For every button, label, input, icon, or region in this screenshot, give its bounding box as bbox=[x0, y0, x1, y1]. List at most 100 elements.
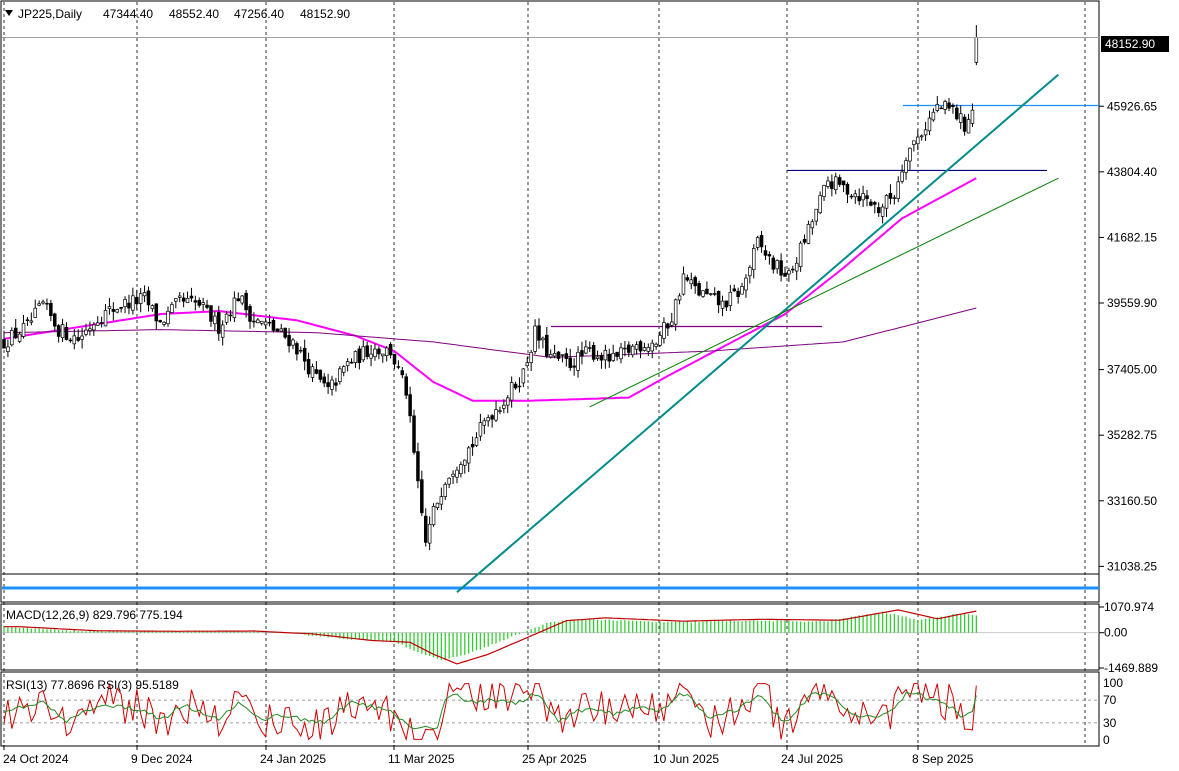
candle-body bbox=[673, 299, 678, 325]
date-tick-label: 24 Oct 2024 bbox=[3, 752, 69, 766]
candle bbox=[228, 310, 233, 322]
candle-body bbox=[291, 339, 295, 346]
candle-body bbox=[201, 302, 205, 305]
candle-body bbox=[752, 248, 756, 271]
candle-body bbox=[584, 346, 588, 354]
candle-body bbox=[537, 325, 541, 341]
candle bbox=[904, 157, 908, 180]
candle bbox=[494, 400, 498, 423]
candle bbox=[232, 291, 237, 323]
candle bbox=[810, 219, 815, 235]
candle bbox=[712, 287, 717, 297]
candle bbox=[787, 267, 791, 282]
candle bbox=[29, 312, 34, 326]
candle bbox=[771, 255, 776, 274]
candle-body bbox=[740, 286, 744, 295]
candle bbox=[420, 470, 424, 517]
candle bbox=[802, 234, 807, 245]
candle-body bbox=[958, 113, 963, 123]
candle-body bbox=[822, 184, 826, 197]
candle bbox=[595, 350, 600, 361]
candle bbox=[806, 220, 811, 245]
rsi-pane-border bbox=[0, 671, 1100, 747]
macd-pane-border bbox=[0, 603, 1100, 671]
candle bbox=[545, 327, 549, 359]
candle-body bbox=[755, 237, 760, 248]
candle-body bbox=[224, 313, 229, 323]
candle bbox=[634, 341, 639, 355]
candle-body bbox=[611, 352, 615, 361]
candle bbox=[299, 346, 303, 354]
candle-body bbox=[962, 116, 967, 132]
rsi-label: RSI(13) 77.8696 RSI(3) 95.5189 bbox=[6, 678, 179, 692]
candle-body bbox=[712, 293, 717, 295]
candle bbox=[650, 339, 654, 359]
candle-body bbox=[459, 464, 463, 475]
candle-body bbox=[955, 107, 959, 120]
candle bbox=[408, 386, 412, 423]
ohlc-low: 47256.40 bbox=[234, 7, 284, 21]
candle bbox=[220, 320, 225, 346]
candle bbox=[912, 140, 916, 152]
candle bbox=[482, 417, 487, 435]
candle-body bbox=[388, 343, 393, 356]
candle-body bbox=[771, 257, 776, 270]
candle-body bbox=[802, 239, 807, 243]
candle-body bbox=[794, 262, 799, 272]
candle-body bbox=[10, 330, 14, 346]
candle bbox=[900, 164, 904, 184]
collapse-triangle-icon[interactable] bbox=[5, 10, 13, 16]
candle-body bbox=[853, 193, 858, 198]
candle bbox=[451, 470, 455, 484]
candle-body bbox=[513, 383, 518, 389]
moving-averages bbox=[3, 177, 977, 402]
candle-body bbox=[408, 394, 412, 417]
candle-body bbox=[779, 260, 783, 276]
candle bbox=[295, 341, 299, 361]
candle bbox=[439, 487, 444, 511]
candle-body bbox=[177, 295, 182, 298]
candle bbox=[17, 331, 22, 343]
candle bbox=[154, 303, 159, 330]
candle-body bbox=[345, 361, 350, 367]
candle bbox=[525, 356, 530, 368]
candle-body bbox=[119, 306, 123, 309]
candle bbox=[326, 373, 330, 394]
candle-body bbox=[693, 277, 697, 287]
candle-body bbox=[744, 277, 748, 291]
candle bbox=[681, 266, 686, 296]
candle bbox=[654, 342, 658, 350]
candle bbox=[666, 322, 670, 337]
candle-body bbox=[873, 202, 877, 205]
candle-body bbox=[857, 196, 861, 202]
candle-body bbox=[84, 329, 88, 335]
candle bbox=[962, 114, 967, 136]
candle-body bbox=[213, 315, 217, 325]
candle bbox=[705, 281, 709, 295]
candle-body bbox=[56, 325, 61, 337]
candle-body bbox=[720, 300, 725, 309]
candle-body bbox=[326, 382, 330, 388]
candle bbox=[853, 189, 858, 204]
candle bbox=[779, 253, 783, 282]
candle-body bbox=[287, 335, 291, 347]
moving-average-line bbox=[3, 177, 977, 402]
candle-body bbox=[248, 306, 252, 322]
macd-label: MACD(12,26,9) 829.796 775.194 bbox=[6, 608, 183, 622]
candle bbox=[724, 300, 729, 311]
candle-body bbox=[638, 341, 643, 352]
candle bbox=[388, 342, 393, 359]
candle bbox=[627, 341, 631, 357]
candle bbox=[908, 147, 912, 170]
candle-body bbox=[6, 346, 10, 352]
candle-body bbox=[545, 334, 549, 357]
candle bbox=[271, 317, 276, 333]
candle bbox=[521, 368, 526, 388]
candle bbox=[869, 199, 873, 207]
candle bbox=[763, 245, 768, 261]
candle-body bbox=[548, 354, 553, 358]
candle-body bbox=[373, 348, 377, 358]
candle bbox=[677, 293, 682, 305]
candle bbox=[53, 312, 57, 332]
candle bbox=[459, 461, 463, 478]
